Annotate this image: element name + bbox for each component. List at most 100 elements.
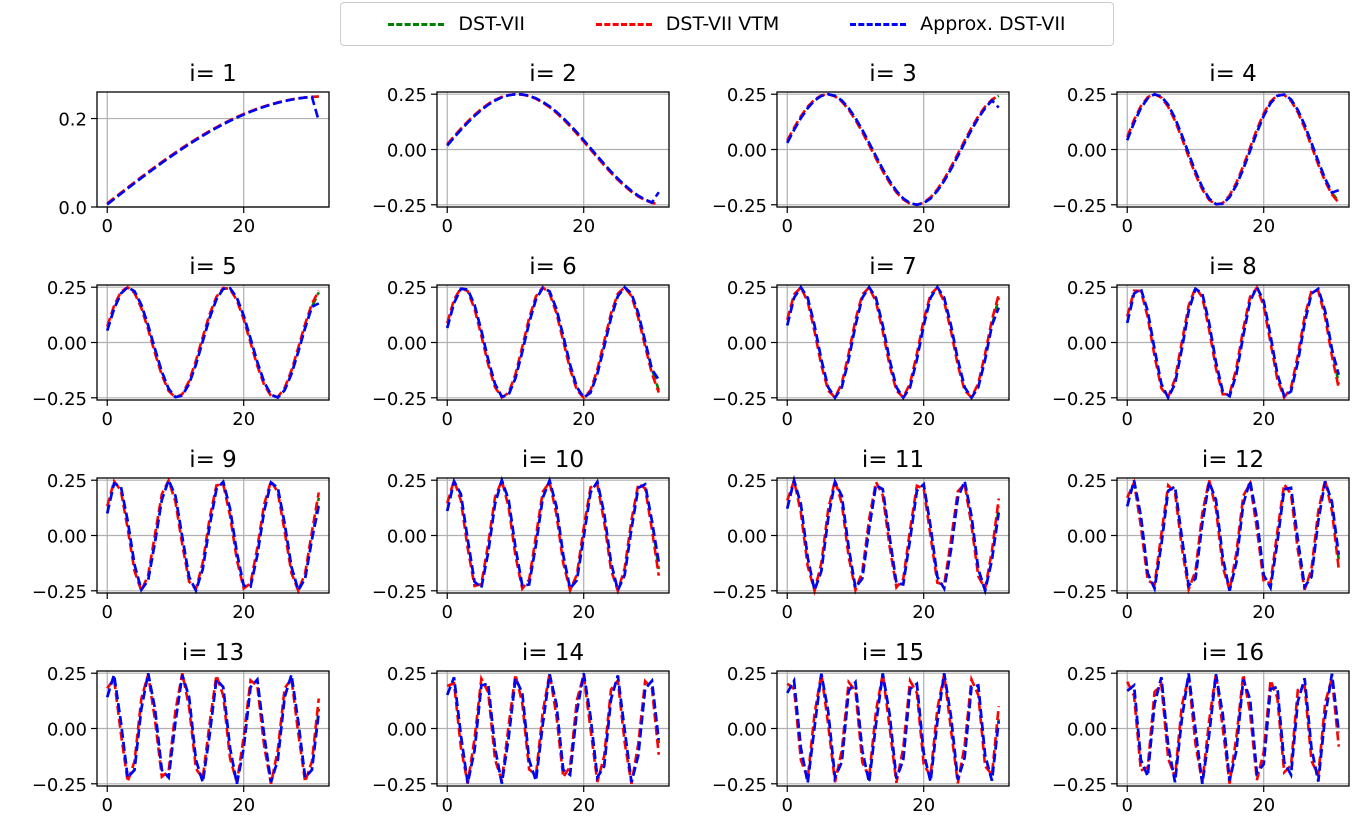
legend-item: DST-VII (388, 13, 525, 35)
y-tick-label: 0.25 (387, 85, 427, 106)
x-tick-label: 0 (442, 602, 453, 623)
y-tick-label: −0.25 (1052, 196, 1107, 217)
series-line-approx-dst-vii (106, 95, 321, 206)
x-tick-label: 20 (232, 216, 255, 237)
y-tick-label: 0.25 (1067, 278, 1107, 299)
series-line-dst-vii-vtm (445, 475, 661, 596)
subplot-title: i= 16 (1202, 640, 1264, 666)
legend-label: DST-VII (458, 13, 525, 35)
y-tick-label: 0.00 (47, 527, 87, 548)
series-line-approx-dst-vii (446, 92, 660, 205)
series-line-approx-dst-vii (1126, 92, 1340, 206)
y-tick-label: 0.00 (1067, 527, 1107, 548)
legend-line-swatch (595, 22, 652, 26)
subplot-title: i= 15 (862, 640, 924, 666)
y-tick-label: 0.25 (47, 664, 87, 685)
subplot-title: i= 11 (862, 447, 924, 473)
y-tick-label: −0.25 (1052, 582, 1107, 603)
subplot: i= 1 0 20 0.0 0.2 (58, 61, 330, 237)
series-line-approx-dst-vii (106, 285, 320, 400)
y-tick-label: 0.00 (727, 720, 767, 741)
y-tick-label: 0.25 (47, 471, 87, 492)
y-tick-label: −0.25 (372, 196, 427, 217)
y-tick-label: 0.00 (47, 334, 87, 355)
y-tick-label: −0.25 (712, 775, 767, 796)
x-tick-label: 0 (782, 602, 793, 623)
axes-frame (96, 91, 330, 208)
subplot: i= 5 0 20 −0.25 0.00 0.25 (32, 254, 330, 430)
y-tick-label: 0.00 (727, 334, 767, 355)
x-tick-label: 20 (572, 216, 595, 237)
subplot-title: i= 5 (189, 254, 237, 280)
series-line-approx-dst-vii (446, 673, 661, 784)
series-line-approx-dst-vii (445, 475, 661, 595)
y-tick-label: 0.25 (727, 278, 767, 299)
subplot: i= 13 0 20 −0.25 0.00 0.25 (32, 640, 330, 816)
subplot-title: i= 10 (522, 447, 584, 473)
x-tick-label: 0 (102, 216, 113, 237)
x-tick-label: 0 (102, 795, 113, 816)
subplot: i= 4 0 20 −0.25 0.00 0.25 (1052, 61, 1350, 237)
x-tick-label: 20 (232, 602, 255, 623)
legend-item: Approx. DST-VII (850, 13, 1066, 35)
x-tick-label: 0 (1122, 409, 1133, 430)
subplot: i= 10 0 20 −0.25 0.00 0.25 (372, 447, 670, 623)
legend-line-swatch (388, 22, 445, 26)
legend-label: DST-VII VTM (665, 13, 780, 35)
x-tick-label: 20 (1252, 216, 1275, 237)
x-tick-label: 0 (1122, 216, 1133, 237)
subplot-title: i= 12 (1202, 447, 1264, 473)
series-line-dst-vii-vtm (106, 672, 321, 785)
series-line-approx-dst-vii (445, 285, 660, 400)
x-tick-label: 20 (232, 795, 255, 816)
y-tick-label: 0.00 (387, 720, 427, 741)
x-tick-label: 20 (912, 602, 935, 623)
y-tick-label: 0.00 (387, 527, 427, 548)
x-tick-label: 20 (572, 409, 595, 430)
y-tick-label: 0.00 (47, 720, 87, 741)
subplot: i= 6 0 20 −0.25 0.00 0.25 (372, 254, 670, 430)
y-tick-label: 0.25 (47, 278, 87, 299)
series-line-dst-vii-vtm (445, 285, 660, 400)
y-tick-label: 0.0 (58, 198, 87, 219)
legend-label: Approx. DST-VII (920, 13, 1066, 35)
legend: DST-VII DST-VII VTM Approx. DST-VII (340, 2, 1114, 46)
subplot-title: i= 14 (522, 640, 584, 666)
y-tick-label: 0.00 (387, 141, 427, 162)
series-line-approx-dst-vii (1125, 284, 1341, 401)
x-tick-label: 20 (1252, 409, 1275, 430)
y-tick-label: −0.25 (372, 775, 427, 796)
y-tick-label: 0.25 (727, 85, 767, 106)
x-tick-label: 20 (912, 409, 935, 430)
series-line-dst-vii-vtm (786, 475, 1001, 596)
subplot-title: i= 6 (529, 254, 577, 280)
x-tick-label: 20 (572, 602, 595, 623)
subplot: i= 15 0 20 −0.25 0.00 0.25 (712, 640, 1010, 816)
y-tick-label: −0.25 (32, 775, 87, 796)
y-tick-label: 0.00 (727, 141, 767, 162)
y-tick-label: −0.25 (712, 582, 767, 603)
subplot: i= 16 0 20 −0.25 0.00 0.25 (1052, 640, 1350, 816)
y-tick-label: −0.25 (712, 196, 767, 217)
series-line-approx-dst-vii (785, 475, 1001, 596)
y-tick-label: −0.25 (32, 582, 87, 603)
y-tick-label: −0.25 (372, 582, 427, 603)
x-tick-label: 0 (102, 602, 113, 623)
y-tick-label: −0.25 (712, 389, 767, 410)
subplot-title: i= 9 (189, 447, 237, 473)
legend-line-swatch (850, 22, 907, 26)
subplot-title: i= 3 (869, 61, 917, 87)
series-line-approx-dst-vii (1126, 673, 1341, 784)
subplot: i= 2 0 20 −0.25 0.00 0.25 (372, 61, 670, 237)
x-tick-label: 0 (102, 409, 113, 430)
y-tick-label: 0.00 (727, 527, 767, 548)
subplot-title: i= 13 (182, 640, 244, 666)
y-tick-label: −0.25 (32, 389, 87, 410)
y-tick-label: 0.25 (387, 471, 427, 492)
x-tick-label: 20 (912, 795, 935, 816)
x-tick-label: 20 (572, 795, 595, 816)
subplot-title: i= 7 (869, 254, 917, 280)
x-tick-label: 0 (1122, 602, 1133, 623)
series-line-approx-dst-vii (105, 476, 321, 594)
y-tick-label: 0.00 (1067, 141, 1107, 162)
